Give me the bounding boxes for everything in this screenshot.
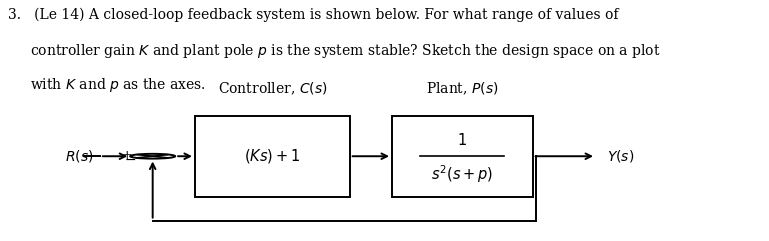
- Text: Plant, $P(s)$: Plant, $P(s)$: [426, 80, 498, 97]
- Text: Controller, $C(s)$: Controller, $C(s)$: [218, 80, 327, 97]
- Text: 3.   (Le 14) A closed-loop feedback system is shown below. For what range of val: 3. (Le 14) A closed-loop feedback system…: [8, 7, 619, 22]
- Text: −: −: [125, 153, 136, 167]
- Text: $Y(s)$: $Y(s)$: [607, 148, 634, 164]
- Bar: [195, 116, 350, 197]
- Text: $(Ks) + 1$: $(Ks) + 1$: [244, 147, 301, 165]
- Text: with $K$ and $p$ as the axes.: with $K$ and $p$ as the axes.: [8, 76, 206, 94]
- Text: controller gain $K$ and plant pole $p$ is the system stable? Sketch the design s: controller gain $K$ and plant pole $p$ i…: [8, 42, 661, 60]
- Text: $1$: $1$: [458, 132, 468, 147]
- Ellipse shape: [130, 154, 175, 159]
- Text: +: +: [122, 148, 132, 161]
- Bar: [392, 116, 533, 197]
- Text: $s^2(s + p)$: $s^2(s + p)$: [431, 163, 494, 185]
- Text: $R(s)$: $R(s)$: [65, 148, 93, 164]
